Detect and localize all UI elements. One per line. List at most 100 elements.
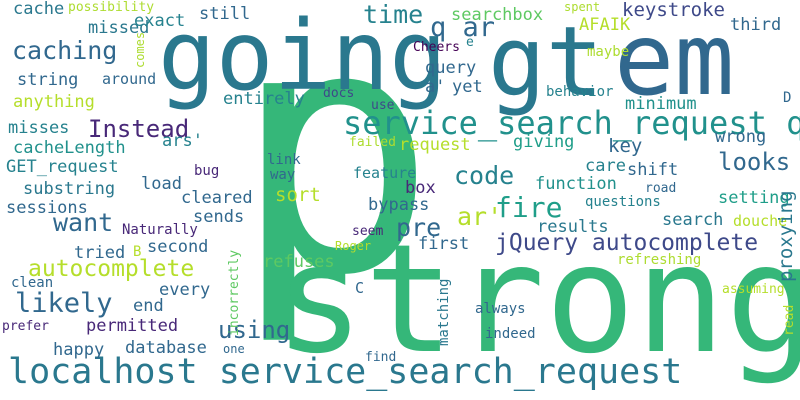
word-string: string	[17, 70, 79, 90]
word-anything: anything	[13, 92, 95, 112]
word-get-request: GET_request	[6, 157, 119, 177]
word-permitted: permitted	[86, 316, 179, 336]
word-setting: setting	[718, 188, 790, 208]
word-p: p	[232, 0, 437, 350]
word-searchbox: searchbox	[451, 5, 544, 25]
word-around: around	[102, 70, 157, 88]
word-possibility: possibility	[68, 0, 155, 15]
word-a-prime: a'	[425, 77, 446, 97]
word-query: query	[425, 58, 477, 78]
word-key: key	[608, 135, 643, 157]
word-spent: spent	[564, 0, 601, 14]
word-shift: shift	[627, 160, 679, 180]
word-read: read	[782, 304, 797, 336]
word-using: using	[218, 316, 291, 344]
word-box: box	[405, 178, 436, 198]
word-second: second	[147, 237, 209, 257]
word-want: want	[53, 208, 114, 237]
word-care: care	[585, 156, 626, 176]
word-naturally: Naturally	[122, 222, 198, 238]
word-indeed: indeed	[485, 326, 536, 342]
word-every: every	[159, 280, 211, 300]
word-questions: questions	[585, 194, 661, 210]
word-failed: failed	[349, 135, 396, 150]
word-sort: sort	[275, 184, 321, 206]
word-first: first	[418, 234, 470, 254]
word-b: B	[133, 244, 142, 260]
word-wrong: wrong	[715, 127, 767, 147]
word-ar-prime: ar'	[457, 202, 503, 231]
word-end: end	[133, 296, 164, 316]
word-results: results	[537, 217, 609, 237]
word-pre: pre	[396, 213, 442, 242]
word-sessions: sessions	[6, 198, 88, 218]
word-substring: substring	[23, 179, 116, 199]
word-function: function	[535, 174, 617, 194]
word-docs: docs	[323, 86, 355, 101]
word-incorrectly: incorrectly	[227, 249, 242, 336]
word-request: request	[399, 135, 471, 155]
word-minimum: minimum	[625, 94, 697, 114]
word-tried: tried	[74, 243, 126, 263]
word-happy: happy	[53, 340, 105, 360]
word-use: use	[371, 98, 395, 113]
word-instead: Instead	[88, 115, 190, 143]
word-database: database	[125, 338, 207, 358]
word-keystroke: keystroke	[622, 0, 725, 21]
word-feature: feature	[353, 164, 417, 182]
word-sends: sends	[193, 207, 245, 227]
word-link: link	[267, 152, 301, 168]
word-time: time	[363, 0, 424, 29]
word-bypass: bypass	[368, 195, 430, 215]
word-q-ar: q ar	[430, 12, 496, 43]
word-third: third	[730, 15, 782, 35]
word-cheers: Cheers	[413, 40, 460, 55]
word-likely: likely	[15, 288, 113, 319]
word-jquery-autocomplete: jQuery autocomplete	[495, 230, 759, 256]
word-bug: bug	[194, 163, 220, 179]
word-one: one	[223, 342, 245, 356]
word-still: still	[199, 4, 251, 24]
word-missed: missed	[88, 18, 150, 38]
word-d: D	[783, 90, 792, 106]
word-looks: looks	[718, 148, 791, 176]
word-em: em	[614, 1, 735, 118]
word-yet: yet	[452, 77, 483, 97]
word-refreshing: refreshing	[617, 252, 702, 268]
word-strong: strong	[274, 213, 800, 387]
word-roger: Roger	[335, 239, 372, 253]
word-cleared: cleared	[181, 188, 253, 208]
word-search: search	[662, 210, 724, 230]
word-seem: seem	[352, 224, 384, 239]
word-giving: giving	[513, 132, 575, 152]
word-clean: clean	[11, 275, 54, 291]
word-going: going	[158, 0, 447, 112]
word-autocomplete: autocomplete	[28, 256, 195, 282]
word-ars-prime: ars'	[162, 131, 203, 151]
word-entirely: entirely	[223, 89, 305, 109]
word-code: code	[454, 161, 515, 190]
word-road: road	[645, 181, 677, 196]
word-prefer: prefer	[2, 319, 49, 334]
word-find: find	[365, 350, 397, 365]
word-exact: exact	[134, 11, 186, 31]
word-caching: caching	[12, 36, 118, 65]
word-afaik: AFAIK	[579, 15, 631, 35]
word-ssr-q: service_search_request q	[343, 104, 800, 142]
word-always: always	[475, 301, 526, 317]
word-load: load	[141, 174, 182, 194]
word-behavior: behavior	[546, 84, 614, 100]
word-gt: gt	[488, 6, 604, 118]
word-way: way	[270, 167, 296, 183]
word-fire: fire	[495, 191, 563, 224]
word-proxying: proxying	[775, 190, 797, 282]
word-matching: matching	[436, 278, 452, 346]
word-douche: douche	[733, 212, 788, 230]
word-assuming: assuming	[722, 282, 785, 297]
word-misses: misses	[8, 118, 70, 138]
word-cache: cache	[13, 0, 65, 19]
word-refuses: refuses	[263, 252, 335, 272]
word-comes: comes	[133, 31, 147, 68]
word-localhost-ssr: localhost service_search_request	[8, 352, 683, 392]
